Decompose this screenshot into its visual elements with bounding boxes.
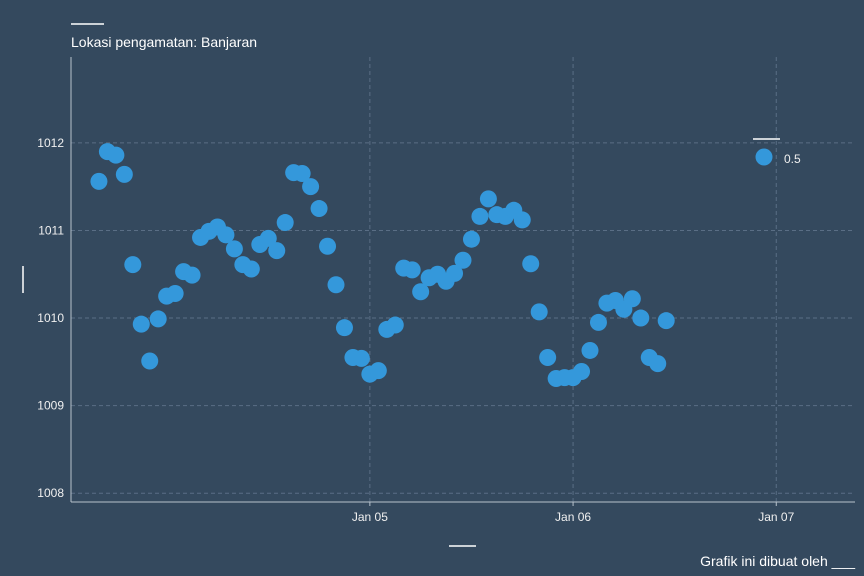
data-point [141, 352, 159, 370]
data-points [90, 143, 675, 387]
data-point [166, 285, 184, 303]
grid-lines [71, 57, 855, 502]
data-point [513, 211, 531, 229]
y-tick-label: 1008 [37, 486, 64, 500]
data-point [589, 313, 607, 331]
axis-ticks: 1008 1009 1010 1011 1012 Jan 05 Jan 06 Jan 07 [37, 136, 794, 524]
chart-caption: Grafik ini dibuat oleh ___ [700, 553, 855, 569]
data-point [149, 310, 167, 328]
y-tick-label: 1011 [38, 223, 64, 237]
legend-label: 0.5 [784, 152, 801, 166]
x-tick-label: Jan 07 [758, 510, 794, 524]
data-point [632, 309, 650, 327]
data-point [90, 172, 108, 190]
data-point [479, 190, 497, 208]
data-point [319, 237, 337, 255]
data-point [573, 362, 591, 380]
x-tick-label: Jan 05 [352, 510, 388, 524]
data-point [225, 240, 243, 258]
data-point [217, 226, 235, 244]
data-point [657, 312, 675, 330]
data-point [310, 200, 328, 218]
data-point [302, 178, 320, 196]
x-tick-label: Jan 06 [555, 510, 591, 524]
data-point [462, 230, 480, 248]
data-point [259, 229, 277, 247]
data-point [454, 251, 472, 269]
data-point [276, 214, 294, 232]
data-point [369, 362, 387, 380]
data-point [581, 341, 599, 359]
data-point [107, 146, 125, 164]
chart-subtitle: Lokasi pengamatan: Banjaran [71, 34, 257, 50]
data-point [132, 315, 150, 333]
data-point [183, 266, 201, 284]
data-point [403, 261, 421, 279]
data-point [530, 303, 548, 321]
legend-point-icon [755, 148, 773, 166]
data-point [539, 348, 557, 366]
data-point [522, 255, 540, 273]
data-point [386, 316, 404, 334]
data-point [124, 256, 142, 274]
data-point [293, 165, 311, 183]
data-point [352, 349, 370, 367]
data-point [327, 276, 345, 294]
data-point [623, 290, 641, 308]
data-point [242, 260, 260, 278]
y-tick-label: 1012 [37, 136, 64, 150]
data-point [649, 355, 667, 373]
data-point [335, 319, 353, 337]
data-point [412, 283, 430, 301]
data-point [471, 207, 489, 225]
y-tick-label: 1009 [37, 399, 64, 413]
data-point [268, 242, 286, 260]
data-point [115, 165, 133, 183]
data-point [446, 264, 464, 282]
y-tick-label: 1010 [37, 311, 64, 325]
legend: 0.5 [753, 138, 801, 166]
